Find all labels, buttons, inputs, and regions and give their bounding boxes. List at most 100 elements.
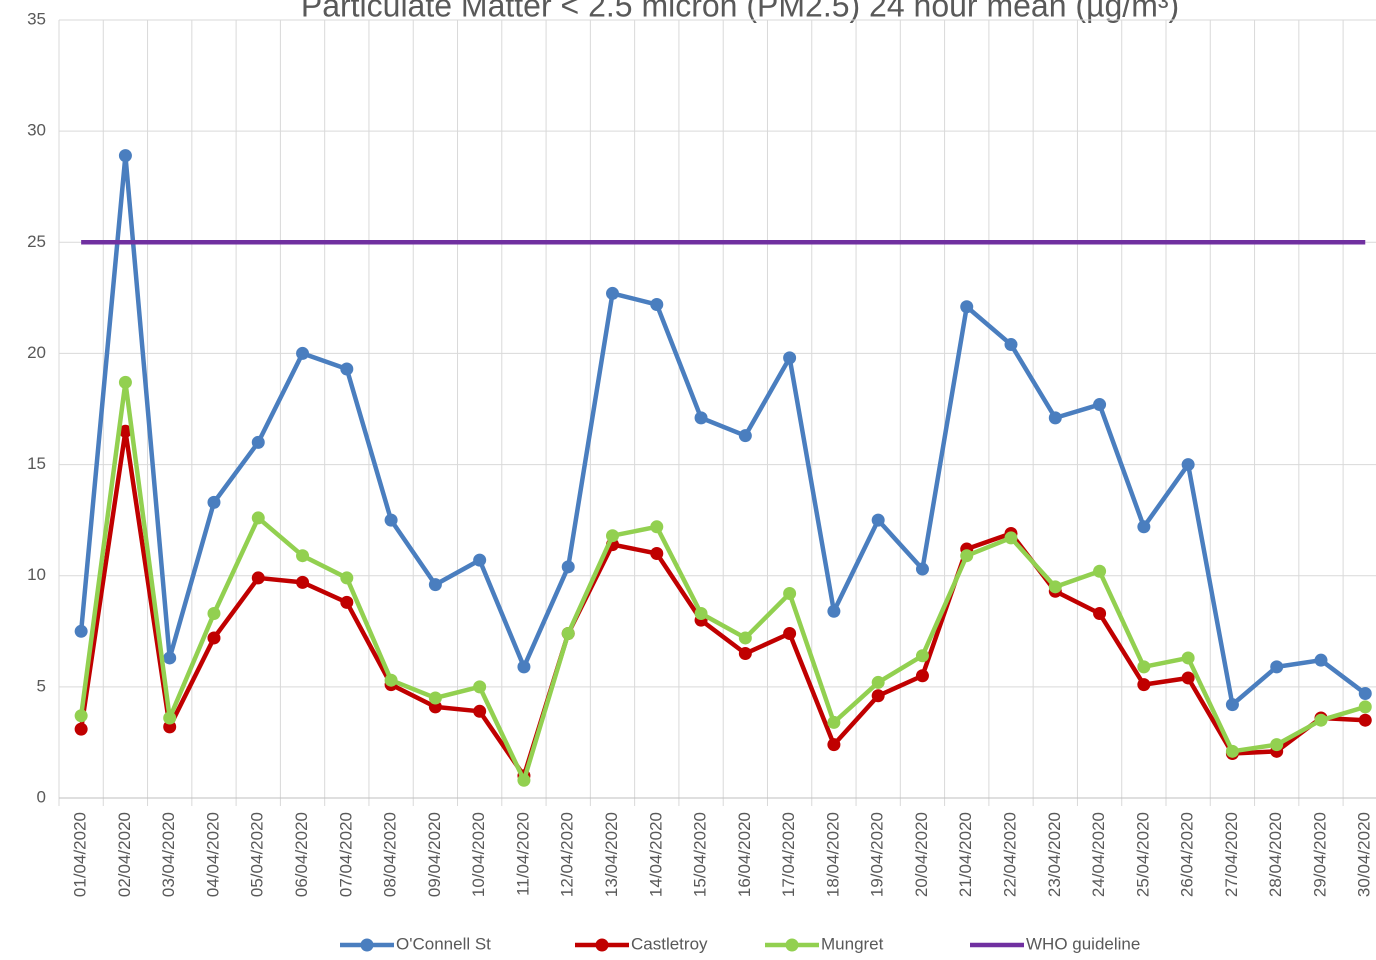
data-point — [163, 720, 177, 734]
series-line — [78, 428, 1366, 779]
x-tick-label: 14/04/2020 — [646, 812, 665, 897]
data-point — [1137, 520, 1151, 534]
data-point — [783, 586, 797, 600]
x-tick-label: 09/04/2020 — [425, 812, 444, 897]
y-tick-label: 20 — [27, 343, 46, 362]
x-tick-label: 03/04/2020 — [159, 812, 178, 897]
x-tick-label: 08/04/2020 — [381, 812, 400, 897]
x-tick-label: 30/04/2020 — [1355, 812, 1374, 897]
data-point — [428, 691, 442, 705]
data-point — [384, 513, 398, 527]
data-point — [207, 631, 221, 645]
x-tick-label: 10/04/2020 — [469, 812, 488, 897]
x-tick-label: 15/04/2020 — [691, 812, 710, 897]
x-tick-label: 04/04/2020 — [203, 812, 222, 897]
data-point — [650, 546, 664, 560]
y-tick-label: 0 — [37, 787, 46, 806]
x-tick-label: 06/04/2020 — [292, 812, 311, 897]
data-point — [473, 680, 487, 694]
data-point — [384, 673, 398, 687]
data-point — [163, 651, 177, 665]
data-point — [207, 495, 221, 509]
data-point — [606, 286, 619, 300]
data-point — [1181, 671, 1195, 685]
data-point — [827, 715, 841, 729]
chart-title: Particulate Matter < 2.5 micron (PM2.5) … — [301, 0, 1179, 23]
x-tick-label: 16/04/2020 — [735, 812, 754, 897]
data-point — [1181, 458, 1195, 472]
data-point — [118, 149, 132, 163]
x-tick-label: 07/04/2020 — [336, 812, 355, 897]
data-point — [428, 700, 442, 714]
series-line — [78, 153, 1367, 707]
data-point — [915, 562, 929, 576]
legend-marker — [595, 938, 609, 952]
data-point — [1181, 651, 1195, 665]
x-tick-label: 11/04/2020 — [513, 812, 532, 896]
data-point — [74, 722, 88, 736]
data-point — [960, 300, 974, 314]
x-tick-label: 23/04/2020 — [1045, 812, 1064, 897]
legend-label: WHO guideline — [1026, 934, 1140, 953]
data-point — [1048, 580, 1062, 594]
data-point — [1093, 607, 1107, 621]
x-tick-label: 20/04/2020 — [912, 812, 931, 897]
data-point — [871, 689, 885, 703]
x-tick-label: 02/04/2020 — [115, 812, 134, 897]
data-point — [296, 549, 310, 563]
x-tick-label: 18/04/2020 — [823, 812, 842, 897]
data-point — [1225, 698, 1239, 712]
data-point — [473, 704, 487, 718]
data-point — [251, 435, 265, 449]
data-point — [561, 627, 575, 641]
x-tick-label: 22/04/2020 — [1001, 812, 1020, 897]
data-point — [1358, 713, 1372, 727]
series-line — [78, 380, 1366, 783]
x-tick-label: 13/04/2020 — [602, 812, 621, 897]
y-tick-label: 30 — [27, 121, 46, 140]
data-point — [1004, 338, 1018, 352]
data-point — [960, 549, 974, 563]
x-tick-label: 01/04/2020 — [71, 812, 90, 897]
legend-label: Mungret — [821, 934, 884, 953]
data-point — [118, 375, 132, 389]
data-point — [118, 424, 132, 438]
data-point — [1358, 700, 1372, 714]
data-point — [1225, 744, 1239, 758]
legend-marker — [785, 938, 799, 952]
x-tick-label: 27/04/2020 — [1222, 812, 1241, 897]
x-tick-label: 29/04/2020 — [1310, 812, 1329, 897]
data-point — [783, 627, 797, 641]
y-tick-label: 35 — [27, 9, 46, 28]
data-point — [827, 604, 841, 618]
data-point — [1314, 713, 1328, 727]
data-point — [251, 511, 265, 525]
data-point — [517, 773, 531, 787]
data-point — [738, 647, 752, 661]
data-point — [74, 624, 88, 638]
x-tick-label: 25/04/2020 — [1133, 812, 1152, 897]
data-point — [1093, 564, 1107, 578]
data-point — [1048, 411, 1062, 425]
data-point — [428, 578, 442, 592]
data-point — [871, 513, 885, 527]
data-point — [561, 560, 575, 574]
data-point — [1093, 398, 1107, 412]
data-point — [251, 571, 265, 585]
data-point — [694, 607, 708, 621]
data-point — [473, 553, 487, 567]
data-point — [1314, 653, 1328, 667]
data-point — [1004, 531, 1018, 545]
data-point — [340, 362, 354, 376]
data-point — [340, 571, 354, 585]
x-tick-label: 21/04/2020 — [956, 812, 975, 897]
data-point — [827, 738, 841, 752]
data-point — [1137, 660, 1151, 674]
data-point — [871, 675, 885, 689]
y-tick-label: 25 — [27, 232, 46, 251]
data-point — [738, 631, 752, 645]
data-point — [163, 711, 177, 725]
data-point — [74, 709, 88, 723]
data-point — [1270, 660, 1284, 674]
